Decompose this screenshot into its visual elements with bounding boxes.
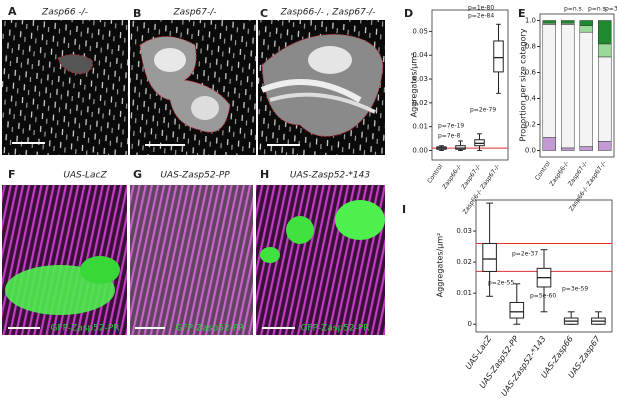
y-tick-label: 0.03 (412, 75, 428, 83)
y-axis-label: Aggregates/μm² (436, 233, 445, 298)
panel-caption: GFP-Zasp52-PR (50, 324, 119, 334)
y-tick-label: 0.01 (456, 289, 472, 297)
x-tick-label: Zasp66-/- Zasp67-/- (462, 163, 502, 216)
box (482, 242, 497, 272)
plot-frame (539, 13, 615, 158)
panel-caption: GFP-Zasp52-PR (300, 324, 369, 334)
y-tick-label: 0.0 (525, 147, 536, 155)
annotation: p=3e-8 (605, 6, 617, 13)
panel-title: UAS-Zasp52-*143 (290, 171, 370, 181)
x-tick-label: Zasp66-/- Zasp67-/- (568, 160, 608, 213)
panel-title: UAS-LacZ (63, 171, 107, 181)
bar-segment (579, 20, 593, 26)
panel-letter: C (260, 7, 268, 20)
image-panel (2, 20, 128, 155)
panel-title: Zasp66 -/- (41, 8, 88, 18)
annotation: p=2e-79 (470, 107, 496, 114)
annotation: p=2e-37 (512, 251, 538, 258)
annotation: p=2e-84 (468, 13, 494, 20)
bar-segment (579, 146, 593, 151)
plot-frame (475, 199, 613, 333)
panel-letter: I (402, 203, 406, 216)
bar-segment (561, 147, 575, 151)
image-panel (130, 20, 256, 155)
panel-caption: GFP-Zasp52-PR (175, 324, 244, 334)
y-tick-label: 0.02 (456, 258, 472, 266)
x-tick-label: Control (534, 160, 552, 182)
bar-segment (579, 25, 593, 33)
annotation: p=5e-60 (530, 293, 556, 300)
annotation: p=1e-80 (468, 5, 494, 12)
annotation: p=7e-8 (438, 133, 461, 140)
panel-letter: D (404, 7, 413, 20)
y-tick-label: 0.04 (412, 51, 428, 59)
annotation: p=7e-19 (438, 123, 464, 130)
y-tick-label: 1.0 (525, 17, 536, 25)
y-tick-label: 0.00 (412, 146, 428, 154)
bar-segment (598, 20, 612, 45)
annotation: p=n.s. (588, 6, 608, 13)
annotation: p=n.s. (564, 6, 584, 13)
image-panel (256, 185, 385, 335)
bar-segment (598, 56, 612, 142)
y-tick-label: 0.8 (525, 43, 536, 51)
panel-letter: A (8, 5, 17, 18)
y-tick-label: 0.01 (412, 123, 428, 131)
bar-segment (598, 141, 612, 151)
plot-frame (431, 9, 509, 161)
bar-segment (579, 31, 593, 147)
box (493, 40, 504, 73)
panel-title: Zasp66-/- , Zasp67-/- (280, 8, 376, 18)
panel-letter: F (8, 168, 16, 181)
bar-segment (561, 20, 575, 24)
bar-segment (542, 20, 556, 24)
bar-segment (542, 24, 556, 138)
panel-letter: G (133, 168, 142, 181)
y-tick-label: 0.2 (525, 121, 536, 129)
x-tick-label: UAS-LacZ (464, 334, 494, 371)
x-tick-label: Control (426, 163, 444, 185)
y-tick-label: 0.4 (525, 95, 537, 103)
panel-letter: E (518, 7, 526, 20)
y-tick-label: 0.03 (456, 227, 472, 235)
bar-segment (561, 24, 575, 149)
annotation: p=2e-55 (488, 280, 514, 287)
y-tick-label: 0.02 (412, 99, 428, 107)
image-panel (2, 185, 127, 335)
image-panel (258, 20, 385, 155)
y-tick-label: 0 (468, 320, 472, 328)
box (509, 301, 525, 319)
panel-title: UAS-Zasp52-PP (160, 171, 230, 181)
y-axis-label: Aggregates/μm² (410, 53, 419, 118)
panel-letter: H (260, 168, 269, 181)
annotation: p=3e-59 (562, 286, 588, 293)
panel-letter: B (133, 7, 141, 20)
y-axis-label: Proportion per size category (519, 28, 528, 141)
bar-segment (598, 43, 612, 58)
image-panel (130, 185, 253, 335)
y-tick-label: 0.6 (525, 69, 537, 77)
panel-title: Zasp67-/- (172, 8, 216, 18)
y-tick-label: 0.05 (412, 27, 428, 35)
bar-segment (542, 137, 556, 151)
